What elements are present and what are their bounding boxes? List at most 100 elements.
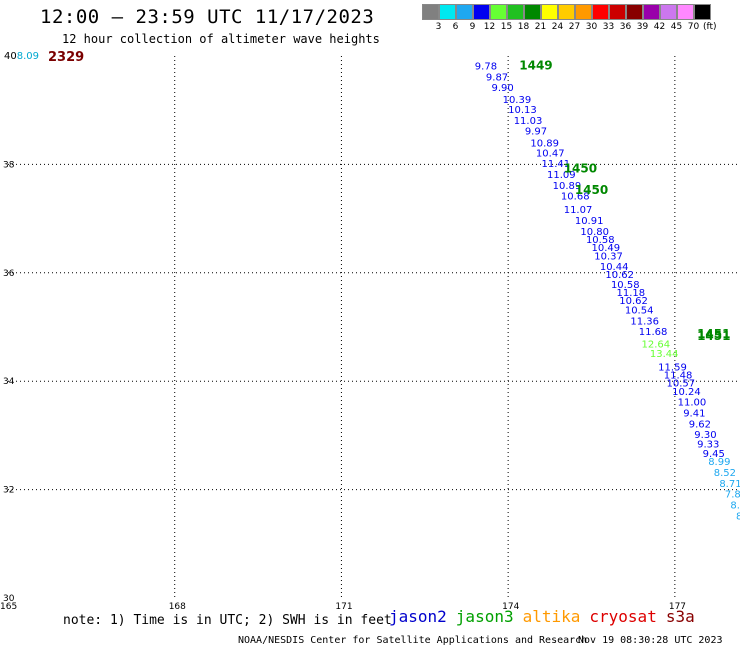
y-tick-label: 34 <box>3 377 15 387</box>
corner-id: 2329 <box>48 50 85 65</box>
scale-swatch <box>541 4 558 20</box>
data-point-label: 9.62 <box>689 419 711 430</box>
data-point-label: 10.91 <box>575 216 604 227</box>
scale-swatch <box>643 4 660 20</box>
x-tick-label: 177 <box>669 602 686 612</box>
scale-label: 6 <box>452 22 459 32</box>
time-label: 1449 <box>519 59 552 73</box>
y-tick-label: 38 <box>3 160 15 170</box>
footer-timestamp: Nov 19 08:30:28 UTC 2023 <box>578 635 723 646</box>
scale-swatch <box>456 4 473 20</box>
data-point-label: 11.41 <box>541 159 570 170</box>
data-point-label: 9.41 <box>683 408 705 419</box>
data-point-label: 10.57 <box>667 379 696 390</box>
data-point-label: 8.05 <box>730 501 740 512</box>
footer-note: note: 1) Time is in UTC; 2) SWH is in fe… <box>63 613 392 628</box>
data-point-label: 8.99 <box>708 457 730 468</box>
x-tick-label: 168 <box>169 602 186 612</box>
data-point-label: 11.48 <box>664 370 693 381</box>
data-point-label: 10.80 <box>580 227 609 238</box>
data-point-label: 10.47 <box>536 148 565 159</box>
scale-swatch <box>490 4 507 20</box>
data-point-label: 9.30 <box>694 430 716 441</box>
data-point-label: 11.59 <box>658 362 687 373</box>
scale-swatch <box>592 4 609 20</box>
data-point-label: 11.68 <box>639 327 668 338</box>
color-scale-labels: 3 6 9 12 15 18 21 24 27 30 33 36 39 42 45 70 (ft) <box>422 22 717 32</box>
data-point-label: 9.33 <box>697 439 719 450</box>
scale-label: 18 <box>517 22 530 32</box>
scale-label: 27 <box>568 22 581 32</box>
satellite-legend-item: jason3 <box>455 607 514 626</box>
scale-label: 9 <box>469 22 476 32</box>
y-tick-label: 30 <box>3 594 15 604</box>
time-label: 1450 <box>575 183 608 197</box>
satellite-legend-item: s3a <box>665 607 695 626</box>
scale-swatch <box>677 4 694 20</box>
data-point-label: 10.58 <box>586 235 615 246</box>
scale-swatch <box>422 4 439 20</box>
scale-swatch <box>626 4 643 20</box>
time-label: 1451 <box>697 329 730 343</box>
data-point-label: 10.89 <box>553 181 582 192</box>
data-point-label: 8.52 <box>714 468 736 479</box>
satellite-legend-item: cryosat <box>589 607 657 626</box>
x-tick-label: 174 <box>502 602 519 612</box>
corner-lat-label: 40 <box>4 51 17 62</box>
data-point-label: 11.00 <box>678 398 707 409</box>
data-point-label: 11.07 <box>564 205 593 216</box>
scale-label: 24 <box>551 22 564 32</box>
time-label: 1451 <box>697 327 730 341</box>
data-point-label: 9.45 <box>703 449 725 460</box>
data-point-label: 10.68 <box>561 192 590 203</box>
data-point-label: 10.62 <box>619 296 648 307</box>
data-point-label: 10.13 <box>508 105 537 116</box>
data-point-label: 7.89 <box>725 490 740 501</box>
data-point-label: 11.09 <box>547 170 576 181</box>
scale-swatch <box>439 4 456 20</box>
scale-label: 21 <box>534 22 547 32</box>
satellite-legend-item: jason2 <box>389 607 447 626</box>
x-tick-label: 165 <box>0 602 17 612</box>
data-point-label: 10.24 <box>672 387 701 398</box>
data-point-label: 10.44 <box>600 262 629 273</box>
scale-swatch <box>660 4 677 20</box>
data-point-label: 10.37 <box>594 251 623 262</box>
scale-label: 70 <box>687 22 700 32</box>
data-point-label: 10.54 <box>625 305 654 316</box>
scale-label: 33 <box>602 22 615 32</box>
scale-swatch <box>575 4 592 20</box>
data-point-label: 9.97 <box>525 127 547 138</box>
page-subtitle: 12 hour collection of altimeter wave hei… <box>62 32 380 46</box>
satellite-legend-item: altika <box>522 607 581 626</box>
data-point-label: 9.90 <box>491 83 513 94</box>
footer-credit: NOAA/NESDIS Center for Satellite Applica… <box>238 635 588 646</box>
scale-swatch <box>694 4 711 20</box>
data-point-label: 9.87 <box>486 72 508 83</box>
data-point-label: 10.89 <box>530 139 559 150</box>
data-point-label: 11.18 <box>617 288 646 299</box>
y-tick-label: 32 <box>3 486 14 496</box>
scale-label: 3 <box>435 22 442 32</box>
scale-label: 15 <box>500 22 513 32</box>
scale-swatch <box>558 4 575 20</box>
data-point-label: 10.39 <box>503 95 532 106</box>
data-point-label: 10.58 <box>611 280 640 291</box>
scale-label: 45 <box>670 22 683 32</box>
corner-value: 8.09 <box>16 51 39 62</box>
scale-label: 36 <box>619 22 632 32</box>
scale-label: 12 <box>483 22 496 32</box>
data-point-label: 12.64 <box>642 340 671 351</box>
data-point-label: 11.36 <box>630 316 659 327</box>
data-point-label: 8.71 <box>719 479 740 490</box>
scale-unit: (ft) <box>703 22 717 32</box>
scale-swatch <box>609 4 626 20</box>
scale-label: 30 <box>585 22 598 32</box>
scale-label: 42 <box>653 22 666 32</box>
x-tick-label: 171 <box>335 602 352 612</box>
time-label: 1450 <box>564 162 597 176</box>
data-point-label: 9.78 <box>475 62 497 73</box>
scale-swatch <box>507 4 524 20</box>
data-point-label: 11.03 <box>514 116 543 127</box>
